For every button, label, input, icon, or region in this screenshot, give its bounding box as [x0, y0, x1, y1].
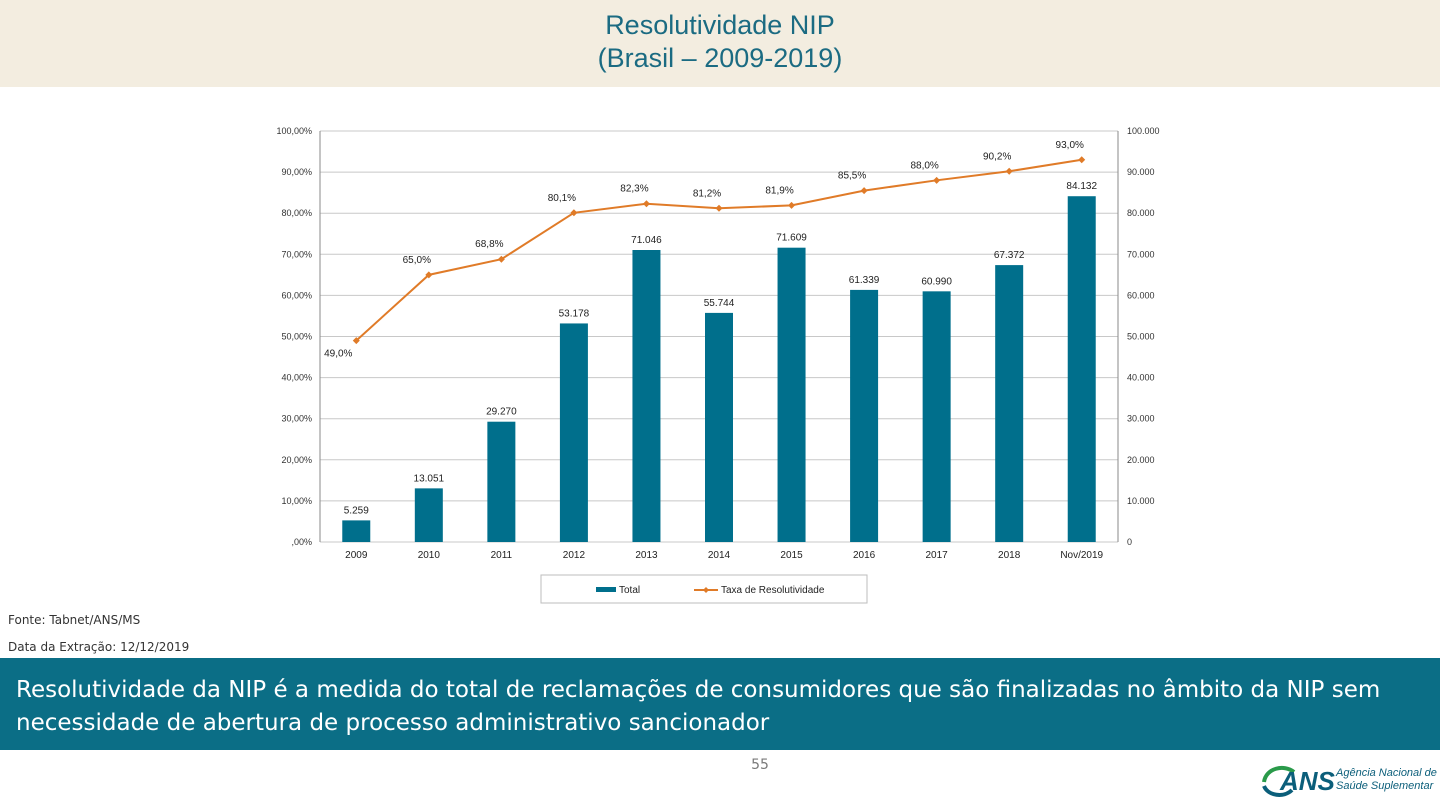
rate-point [352, 337, 360, 345]
y-left-tick-label: 70,00% [281, 249, 312, 259]
rate-value-label: 82,3% [620, 184, 648, 195]
y-left-tick-label: 50,00% [281, 332, 312, 342]
y-left-tick-label: ,00% [291, 537, 312, 547]
x-tick-label: 2010 [418, 550, 441, 561]
rate-point [425, 271, 433, 279]
bar-value-label: 71.046 [631, 235, 662, 246]
y-right-tick-label: 40.000 [1127, 373, 1155, 383]
rate-point [860, 187, 868, 195]
bar [632, 250, 661, 542]
bar [995, 265, 1024, 542]
page-number: 55 [751, 757, 769, 773]
rate-point [933, 176, 941, 184]
logo-line1: Agência Nacional de [1336, 767, 1437, 779]
y-right-tick-label: 90.000 [1127, 167, 1155, 177]
title-band: Resolutividade NIP (Brasil – 2009-2019) [0, 0, 1440, 87]
extraction-date: Data da Extração: 12/12/2019 [8, 640, 190, 654]
bar-value-label: 53.178 [559, 308, 590, 319]
legend-swatch-total [596, 587, 616, 592]
rate-value-label: 49,0% [324, 349, 352, 360]
y-right-tick-label: 10.000 [1127, 496, 1155, 506]
rate-value-label: 85,5% [838, 171, 866, 182]
rate-value-label: 68,8% [475, 239, 503, 250]
y-right-tick-label: 80.000 [1127, 208, 1155, 218]
x-tick-label: 2014 [708, 550, 731, 561]
chart: ,00% 10,00% 20,00% 30,00% 40,00% 50,00% 60,00%… [276, 126, 1160, 604]
bar [777, 247, 806, 542]
x-tick-label: 2012 [563, 550, 586, 561]
y-left-tick-label: 20,00% [281, 455, 312, 465]
bar-value-label: 71.609 [776, 233, 807, 244]
bar-value-label: 55.744 [704, 298, 735, 309]
legend-label-total: Total [619, 585, 640, 596]
bar-value-label: 13.051 [414, 473, 445, 484]
definition-banner: Resolutividade da NIP é a medida do tota… [0, 658, 1440, 750]
bar-value-label: 5.259 [344, 505, 369, 516]
bar-value-label: 84.132 [1066, 181, 1097, 192]
y-right-tick-label: 100.000 [1127, 126, 1160, 136]
rate-point [788, 201, 796, 209]
bar-value-label: 61.339 [849, 275, 880, 286]
rate-point [497, 255, 505, 263]
rate-point [570, 209, 578, 217]
y-right-tick-label: 0 [1127, 537, 1132, 547]
bar [705, 312, 733, 542]
bar [342, 520, 371, 542]
rate-value-label: 81,9% [765, 185, 793, 196]
y-right-tick-label: 60.000 [1127, 290, 1155, 300]
bar-value-label: 29.270 [486, 407, 517, 418]
source-note: Fonte: Tabnet/ANS/MS [8, 613, 141, 627]
y-left-tick-label: 100,00% [276, 126, 312, 136]
bar [559, 323, 588, 542]
legend-marker-rate [703, 587, 709, 593]
y-left-tick-label: 30,00% [281, 414, 312, 424]
bar [922, 291, 951, 542]
rate-point [1078, 156, 1086, 164]
rate-value-label: 90,2% [983, 151, 1011, 162]
x-tick-label: 2018 [998, 550, 1021, 561]
x-tick-label: 2016 [853, 550, 876, 561]
page-subtitle: (Brasil – 2009-2019) [597, 43, 843, 73]
legend-label-rate: Taxa de Resolutividade [721, 585, 825, 596]
x-tick-label: 2015 [780, 550, 803, 561]
page-title: Resolutividade NIP [605, 10, 835, 40]
ans-logo-icon: ANS [1262, 765, 1336, 797]
rate-value-label: 80,1% [548, 193, 576, 204]
y-left-tick-label: 80,00% [281, 208, 312, 218]
rate-value-label: 88,0% [910, 160, 938, 171]
logo-wordmark: ANS [1279, 766, 1336, 796]
y-right-tick-label: 30.000 [1127, 414, 1155, 424]
rate-point [642, 200, 650, 208]
y-right-tick-label: 20.000 [1127, 455, 1155, 465]
x-tick-label: Nov/2019 [1060, 550, 1103, 561]
rate-point [715, 204, 723, 212]
y-right-tick-label: 50.000 [1127, 332, 1155, 342]
bar-value-label: 60.990 [921, 276, 952, 287]
y-left-tick-label: 60,00% [281, 290, 312, 300]
x-tick-label: 2011 [491, 550, 513, 561]
x-tick-label: 2017 [926, 550, 949, 561]
y-right-tick-label: 70.000 [1127, 249, 1155, 259]
bar [414, 488, 443, 542]
y-left-tick-label: 40,00% [281, 373, 312, 383]
x-tick-label: 2013 [635, 550, 658, 561]
bar [1067, 196, 1096, 543]
logo-line2: Saúde Suplementar [1336, 780, 1434, 792]
rate-value-label: 81,2% [693, 188, 721, 199]
bar-value-label: 67.372 [994, 250, 1025, 261]
y-left-tick-label: 90,00% [281, 167, 312, 177]
bar [487, 421, 516, 542]
y-left-tick-label: 10,00% [281, 496, 312, 506]
rate-value-label: 65,0% [403, 255, 431, 266]
x-tick-label: 2009 [345, 550, 368, 561]
rate-point [1005, 167, 1013, 175]
rate-value-label: 93,0% [1056, 140, 1084, 151]
bar [850, 289, 879, 542]
